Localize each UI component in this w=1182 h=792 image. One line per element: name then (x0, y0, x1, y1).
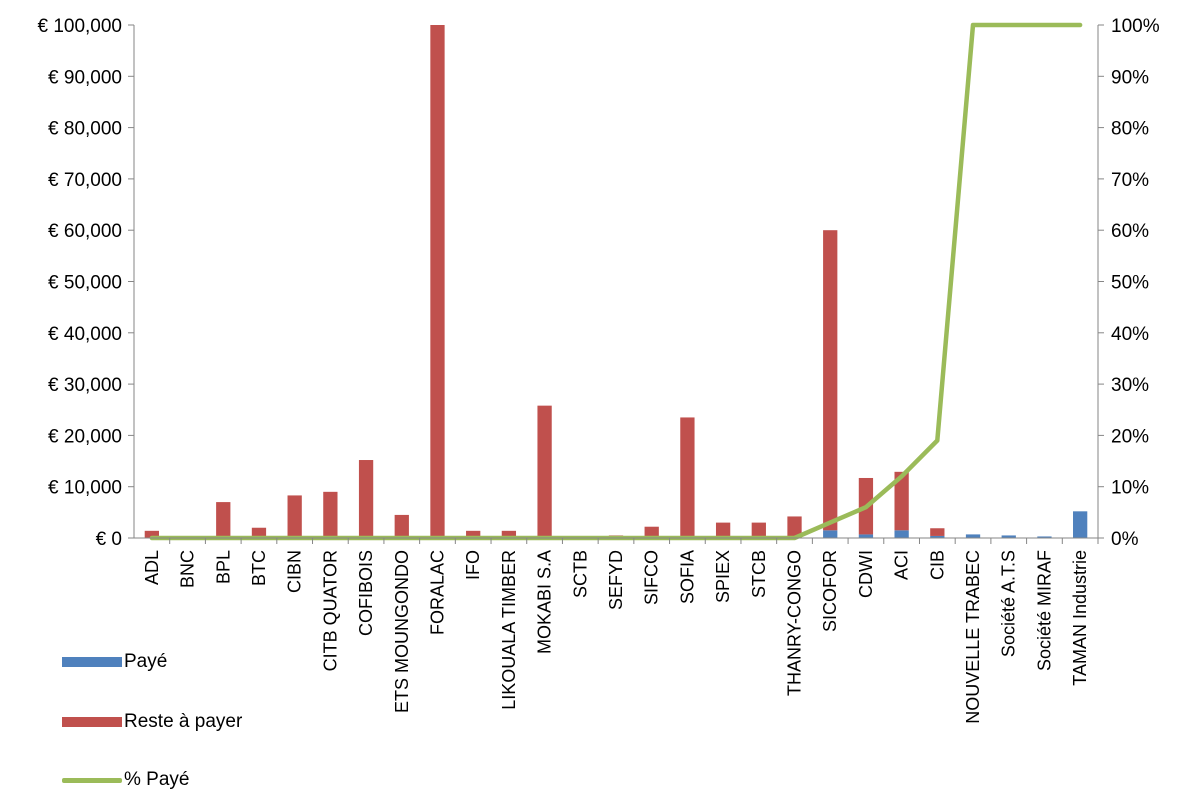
right-axis: 0% 10% 20% 30% 40% 50% 60% 70% 80% 90% 100% (1098, 16, 1160, 550)
category-label: CDWI (856, 550, 876, 598)
legend-item-paye: Payé (62, 651, 167, 673)
right-tick-label: 0% (1111, 529, 1139, 550)
legend-label-pct: % Payé (124, 769, 190, 790)
bar-reste-a-payer (501, 530, 517, 538)
bar-reste-a-payer (930, 528, 945, 536)
category-label: BPL (213, 550, 233, 584)
bar-paye (1073, 511, 1088, 538)
bar-reste-a-payer (394, 514, 409, 538)
category-label: SPIEX (713, 550, 733, 603)
bar-reste-a-payer (894, 471, 909, 531)
category-label: STCB (749, 550, 769, 598)
bar-reste-a-payer (287, 495, 302, 538)
category-label: LIKOUALA TIMBER (499, 550, 519, 710)
left-tick-label: € 60,000 (48, 221, 122, 242)
right-tick-label: 60% (1111, 221, 1149, 242)
left-tick-label: € 90,000 (48, 67, 122, 88)
bar-reste-a-payer (216, 502, 231, 538)
left-tick-label: € 10,000 (48, 478, 122, 499)
right-tick-label: 50% (1111, 273, 1149, 294)
bar-paye (858, 534, 874, 538)
right-tick-label: 40% (1111, 324, 1149, 345)
left-tick-label: € 100,000 (37, 16, 122, 37)
category-label: MOKABI S.A (535, 550, 555, 654)
category-label: COFIBOIS (356, 550, 376, 636)
category-label: ETS MOUNGONDO (392, 550, 412, 713)
bar-paye (1001, 535, 1016, 538)
right-tick-label: 90% (1111, 67, 1149, 88)
legend-swatch-paye (62, 657, 122, 667)
bar-reste-a-payer (358, 460, 374, 538)
legend-item-reste: Reste à payer (62, 711, 242, 733)
category-label: CIBN (285, 550, 305, 593)
category-label: CITB QUATOR (320, 550, 340, 671)
left-tick-label: € 0 (96, 529, 122, 550)
category-labels: ADL BNC BPL BTC CIBN CITB QUATOR COFIBOIS ETS M… (142, 550, 1090, 724)
bar-reste-a-payer (751, 522, 766, 538)
bar-reste-a-payer (466, 530, 481, 538)
bar-reste-a-payer (144, 530, 159, 538)
bar-paye (1037, 536, 1052, 538)
left-tick-label: € 50,000 (48, 273, 122, 294)
category-label: Société MIRAF (1034, 550, 1054, 671)
bar-reste-a-payer (715, 522, 731, 538)
category-label: SCTB (570, 550, 590, 598)
pct-paye-line (149, 22, 1083, 541)
bar-reste-a-payer (787, 516, 802, 538)
bar-paye (930, 535, 945, 538)
category-label: SICOFOR (820, 550, 840, 632)
category-label: BNC (178, 550, 198, 588)
category-label: ADL (142, 550, 162, 585)
category-label: BTC (249, 550, 269, 586)
right-tick-label: 70% (1111, 170, 1149, 191)
left-tick-label: € 70,000 (48, 170, 122, 191)
right-tick-label: 80% (1111, 119, 1149, 140)
category-label: CIB (927, 550, 947, 580)
right-tick-label: 20% (1111, 426, 1149, 447)
bar-reste-a-payer (680, 417, 695, 538)
legend-label-paye: Payé (124, 651, 168, 672)
category-label: SIFCO (642, 550, 662, 605)
category-label: FORALAC (428, 550, 448, 635)
category-label: NOUVELLE TRABEC (963, 550, 983, 724)
bar-reste-a-payer (430, 25, 445, 538)
bar-reste-a-payer (644, 526, 659, 538)
left-tick-label: € 20,000 (48, 426, 122, 447)
legend-swatch-pct (62, 777, 122, 783)
category-label: IFO (463, 550, 483, 580)
category-label: SOFIA (677, 550, 697, 604)
category-label: SEFYD (606, 550, 626, 610)
legend-swatch-reste (62, 717, 122, 727)
left-tick-label: € 30,000 (48, 375, 122, 396)
category-label: Société A.T.S (999, 550, 1019, 657)
right-tick-label: 30% (1111, 375, 1149, 396)
legend-item-pct: % Payé (62, 769, 189, 791)
category-label: TAMAN Industrie (1070, 550, 1090, 686)
category-label: ACI (892, 550, 912, 580)
legend-label-reste: Reste à payer (124, 711, 243, 732)
bar-paye (823, 530, 838, 538)
bar-reste-a-payer (323, 491, 338, 538)
category-label: THANRY-CONGO (785, 550, 805, 696)
bar-reste-a-payer (251, 527, 267, 538)
left-tick-label: € 40,000 (48, 324, 122, 345)
left-tick-label: € 80,000 (48, 119, 122, 140)
left-axis: € 0 € 10,000 € 20,000 € 30,000 € 40,000 € 50,… (37, 16, 134, 550)
right-tick-label: 10% (1111, 478, 1149, 499)
right-tick-label: 100% (1111, 16, 1160, 37)
bar-paye (894, 530, 909, 538)
pct-line (149, 22, 1083, 541)
bar-reste-a-payer (823, 230, 838, 531)
bars (144, 25, 1088, 538)
axes (133, 25, 1099, 544)
bar-paye (965, 534, 981, 538)
bar-reste-a-payer (537, 405, 552, 538)
